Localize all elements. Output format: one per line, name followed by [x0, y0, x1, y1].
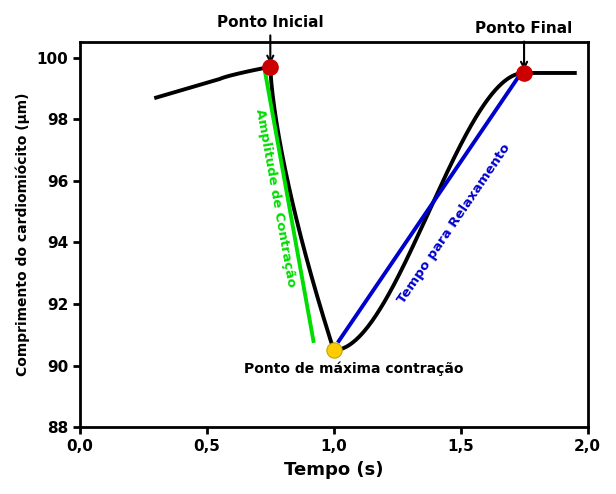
- Text: Ponto de máxima contração: Ponto de máxima contração: [245, 361, 464, 375]
- Text: Ponto Final: Ponto Final: [476, 21, 573, 68]
- X-axis label: Tempo (s): Tempo (s): [284, 461, 384, 479]
- Y-axis label: Comprimento do cardiomiócito (μm): Comprimento do cardiomiócito (μm): [15, 93, 30, 376]
- Text: Amplitude de Contração: Amplitude de Contração: [253, 108, 298, 288]
- Text: Ponto Inicial: Ponto Inicial: [217, 15, 323, 62]
- Text: Tempo para Relaxamento: Tempo para Relaxamento: [395, 142, 513, 306]
